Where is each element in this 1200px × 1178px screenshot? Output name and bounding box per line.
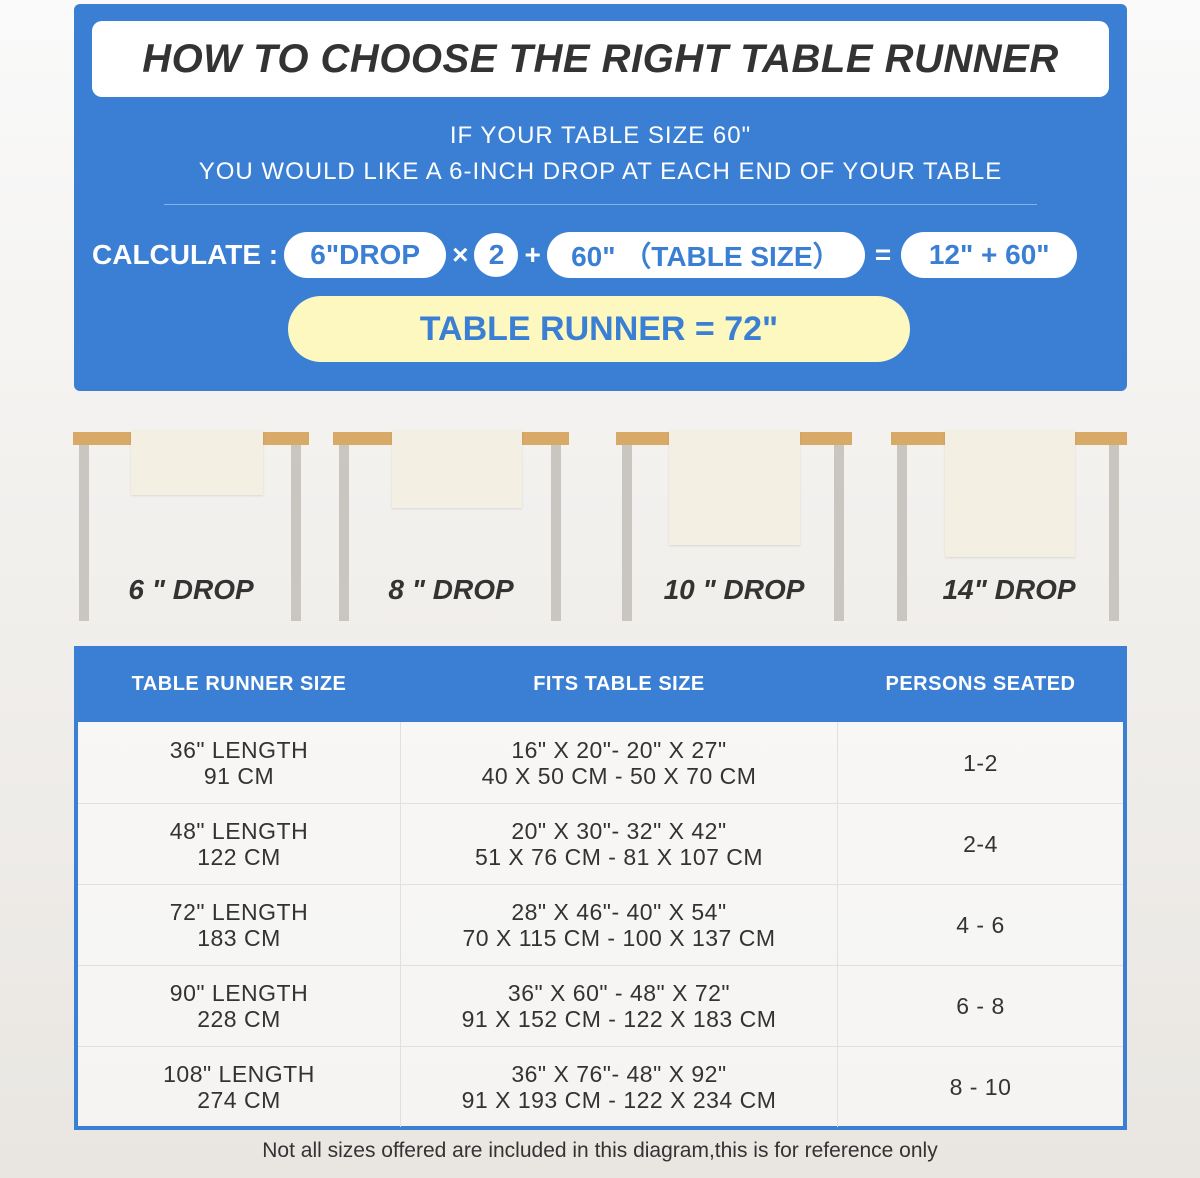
fit-inches: 16" X 20"- 20" X 27" — [511, 736, 727, 763]
result-pill: TABLE RUNNER = 72" — [288, 296, 910, 362]
table-leg — [551, 445, 561, 621]
runner-cm: 228 CM — [197, 1006, 281, 1032]
fits-table-cell: 28" X 46"- 40" X 54" 70 X 115 CM - 100 X … — [400, 885, 838, 965]
table-leg — [339, 445, 349, 621]
fits-table-cell: 36" X 60" - 48" X 72" 91 X 152 CM - 122 X… — [400, 966, 838, 1046]
persons-seated: 2-4 — [963, 831, 998, 857]
fit-cm: 51 X 76 CM - 81 X 107 CM — [474, 844, 764, 870]
multiplier-circle: 2 — [474, 233, 519, 277]
runner-size-cell: 72" LENGTH 183 CM — [78, 885, 400, 965]
runner-drop — [392, 430, 522, 508]
fit-inches: 20" X 30"- 32" X 42" — [511, 818, 727, 844]
runner-length: 108" LENGTH — [163, 1061, 315, 1087]
table-row: 72" LENGTH 183 CM 28" X 46"- 40" X 54" 70 … — [78, 884, 1123, 965]
table-row: 108" LENGTH 274 CM 36" X 76"- 48" X 92" 91… — [78, 1046, 1123, 1127]
drop-label: 6 " DROP — [128, 574, 254, 605]
calculation-panel: HOW TO CHOOSE THE RIGHT TABLE RUNNER IF … — [74, 4, 1127, 391]
table-illustration-10: 10 " DROP — [616, 430, 852, 622]
plus-sign: + — [524, 239, 541, 270]
drop-label: 14" DROP — [942, 574, 1076, 605]
intro-line-2: YOU WOULD LIKE A 6-INCH DROP AT EACH END… — [198, 158, 1003, 185]
fit-inches: 28" X 46"- 40" X 54" — [511, 899, 727, 925]
table-leg — [622, 445, 632, 621]
drop-label: 10 " DROP — [663, 574, 805, 605]
runner-size-cell: 36" LENGTH 91 CM — [78, 722, 400, 803]
fit-inches: 36" X 76"- 48" X 92" — [511, 1061, 727, 1087]
table-row: 90" LENGTH 228 CM 36" X 60" - 48" X 72" 91… — [78, 965, 1123, 1046]
intro-line-1: IF YOUR TABLE SIZE 60" — [449, 122, 752, 149]
equals-sign: = — [874, 239, 892, 270]
table-leg — [834, 445, 844, 621]
drop-pill: 6"DROP — [284, 232, 447, 278]
calculation-formula: CALCULATE : 6"DROP × 2 + 60" （TABLE SIZE… — [92, 232, 1078, 278]
persons-seated: 1-2 — [963, 749, 998, 776]
fit-inches: 36" X 60" - 48" X 72" — [507, 980, 731, 1006]
persons-seated: 4 - 6 — [956, 912, 1005, 938]
runner-drop — [669, 430, 800, 545]
runner-cm: 122 CM — [197, 844, 281, 870]
header-runner-size: TABLE RUNNER SIZE — [131, 673, 347, 695]
fits-table-cell: 36" X 76"- 48" X 92" 91 X 193 CM - 122 X … — [400, 1047, 838, 1127]
fit-cm: 40 X 50 CM - 50 X 70 CM — [481, 762, 757, 789]
fit-cm: 91 X 152 CM - 122 X 183 CM — [461, 1006, 777, 1032]
sum-pill: 12" + 60" — [901, 232, 1078, 278]
runner-length: 72" LENGTH — [169, 899, 309, 925]
footnote: Not all sizes offered are included in th… — [262, 1139, 938, 1162]
persons-seated: 6 - 8 — [956, 993, 1005, 1019]
table-illustration-8: 8 " DROP — [333, 430, 569, 622]
runner-cm: 183 CM — [197, 925, 281, 951]
table-illustration-6: 6 " DROP — [73, 430, 309, 622]
runner-cm: 91 CM — [203, 762, 275, 789]
table-header: TABLE RUNNER SIZE FITS TABLE SIZE PERSON… — [78, 646, 1123, 722]
table-illustration-14: 14" DROP — [891, 430, 1127, 622]
runner-length: 48" LENGTH — [169, 818, 309, 844]
fit-cm: 91 X 193 CM - 122 X 234 CM — [461, 1087, 777, 1113]
runner-length: 36" LENGTH — [169, 736, 309, 763]
persons-seated: 8 - 10 — [949, 1074, 1012, 1100]
fits-table-cell: 20" X 30"- 32" X 42" 51 X 76 CM - 81 X 10… — [400, 804, 838, 884]
table-row: 36" LENGTH 91 CM 16" X 20"- 20" X 27" 40 X… — [78, 722, 1123, 803]
runner-size-cell: 48" LENGTH 122 CM — [78, 804, 400, 884]
runner-drop — [945, 430, 1075, 557]
table-leg — [79, 445, 89, 621]
runner-size-cell: 90" LENGTH 228 CM — [78, 966, 400, 1046]
persons-cell: 8 - 10 — [838, 1047, 1123, 1127]
persons-cell: 6 - 8 — [838, 966, 1123, 1046]
table-leg — [1109, 445, 1119, 621]
size-table: TABLE RUNNER SIZE FITS TABLE SIZE PERSON… — [74, 646, 1127, 1130]
persons-cell: 4 - 6 — [838, 885, 1123, 965]
calc-label: CALCULATE : — [92, 239, 279, 270]
runner-drop — [131, 430, 263, 495]
table-leg — [897, 445, 907, 621]
table-row: 48" LENGTH 122 CM 20" X 30"- 32" X 42" 51 … — [78, 803, 1123, 884]
runner-cm: 274 CM — [197, 1087, 281, 1113]
table-leg — [291, 445, 301, 621]
page-title: HOW TO CHOOSE THE RIGHT TABLE RUNNER — [92, 21, 1109, 97]
divider — [164, 204, 1037, 205]
fits-table-cell: 16" X 20"- 20" X 27" 40 X 50 CM - 50 X 70… — [400, 722, 838, 803]
persons-cell: 1-2 — [838, 722, 1123, 803]
header-fits-table-size: FITS TABLE SIZE — [533, 673, 705, 695]
fit-cm: 70 X 115 CM - 100 X 137 CM — [462, 925, 776, 951]
runner-size-cell: 108" LENGTH 274 CM — [78, 1047, 400, 1127]
runner-length: 90" LENGTH — [169, 980, 309, 1006]
persons-cell: 2-4 — [838, 804, 1123, 884]
table-size-pill: 60" （TABLE SIZE） — [546, 232, 865, 278]
header-persons-seated: PERSONS SEATED — [885, 673, 1076, 695]
drop-label: 8 " DROP — [388, 574, 514, 605]
times-sign: × — [452, 239, 469, 270]
